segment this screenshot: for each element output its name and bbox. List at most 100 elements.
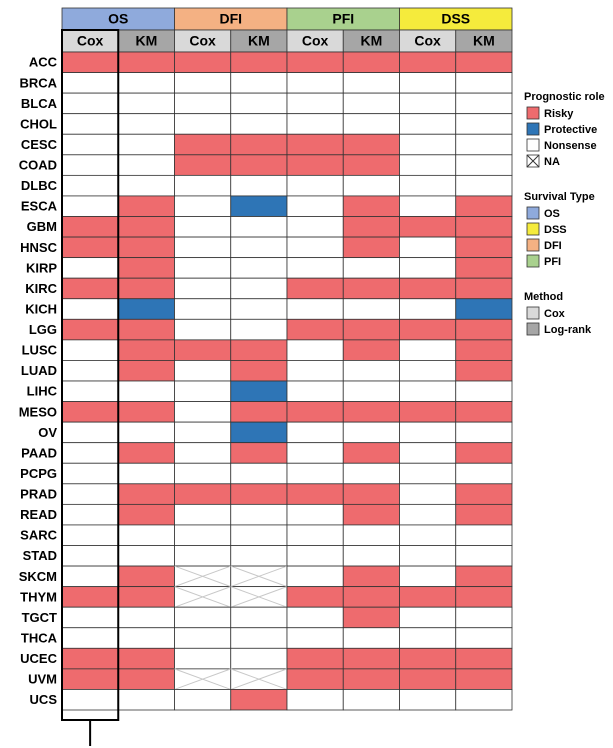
- cell: [286, 257, 344, 279]
- cell: [174, 606, 232, 629]
- cell: [230, 257, 288, 279]
- cell: [455, 483, 513, 505]
- cell: [117, 339, 175, 361]
- group-label: DFI: [219, 11, 242, 27]
- cell: [230, 524, 288, 546]
- cell: [286, 421, 344, 444]
- cell: [286, 401, 344, 423]
- cell: [174, 113, 232, 135]
- legend-swatch: [526, 206, 540, 220]
- cell: [117, 462, 175, 485]
- cell: [61, 380, 119, 402]
- cell: [286, 318, 344, 341]
- cell: [342, 668, 400, 690]
- cell: [399, 380, 457, 402]
- cell: [117, 257, 175, 279]
- cell: [399, 606, 457, 629]
- row-label: LIHC: [27, 384, 58, 399]
- row-label: READ: [20, 507, 57, 522]
- cell: [286, 380, 344, 402]
- cell: [286, 545, 344, 567]
- legend-swatch: [526, 138, 540, 152]
- cell: [230, 421, 288, 444]
- cell: [286, 462, 344, 485]
- cell: [286, 154, 344, 176]
- cell: [174, 421, 232, 444]
- cell: [342, 545, 400, 567]
- legend-swatch: [526, 122, 540, 136]
- cell: [61, 689, 119, 711]
- cell: [174, 51, 232, 73]
- cell: [230, 154, 288, 176]
- cell: [399, 174, 457, 197]
- cell: [230, 462, 288, 485]
- row-label: HNSC: [20, 240, 57, 255]
- row-label: PAAD: [21, 445, 57, 460]
- row-label: KICH: [25, 301, 57, 316]
- cell: [342, 606, 400, 629]
- cell: [117, 524, 175, 546]
- cell: [342, 627, 400, 649]
- cell: [61, 72, 119, 94]
- cell: [117, 442, 175, 464]
- cell: [117, 51, 175, 73]
- cell: [117, 216, 175, 238]
- cell: [174, 195, 232, 217]
- cell: [399, 545, 457, 567]
- cell: [174, 92, 232, 115]
- cell: [342, 442, 400, 464]
- cell: [342, 216, 400, 238]
- cell: [455, 216, 513, 238]
- group-label: DSS: [441, 11, 470, 27]
- cell: [399, 627, 457, 649]
- cell: [61, 216, 119, 238]
- cell: [61, 133, 119, 156]
- cell: [399, 462, 457, 485]
- cell: [286, 113, 344, 135]
- cell: [230, 318, 288, 341]
- cell: [61, 524, 119, 546]
- cell: [117, 586, 175, 608]
- cell: [61, 503, 119, 526]
- row-label: MESO: [19, 404, 57, 419]
- legend-label: OS: [544, 208, 560, 220]
- cell: [174, 133, 232, 156]
- legend-label: Log-rank: [544, 324, 592, 336]
- cell: [455, 524, 513, 546]
- cell: [230, 51, 288, 73]
- cell: [230, 92, 288, 115]
- cell: [117, 503, 175, 526]
- cell: [399, 51, 457, 73]
- cell: [399, 421, 457, 444]
- group-label: PFI: [332, 11, 354, 27]
- cell: [174, 442, 232, 464]
- row-label: THCA: [21, 630, 58, 645]
- cell: [174, 689, 232, 711]
- row-label: UVM: [28, 672, 57, 687]
- cell: [117, 483, 175, 505]
- cell: [399, 401, 457, 423]
- cell: [399, 236, 457, 259]
- cell: [342, 257, 400, 279]
- cell: [342, 51, 400, 73]
- cell: [61, 606, 119, 629]
- cell: [455, 195, 513, 217]
- cell: [399, 216, 457, 238]
- cell: [455, 236, 513, 259]
- cell: [117, 421, 175, 444]
- cell: [342, 565, 400, 588]
- cell: [117, 113, 175, 135]
- cell: [286, 236, 344, 259]
- cell: [455, 503, 513, 526]
- row-label: SARC: [20, 528, 57, 543]
- legend-swatch: [526, 106, 540, 120]
- cell: [455, 72, 513, 94]
- legend-swatch: [526, 306, 540, 320]
- row-label: CESC: [21, 137, 58, 152]
- cell: [399, 442, 457, 464]
- cell: [399, 92, 457, 115]
- cell: [174, 154, 232, 176]
- cell: [174, 277, 232, 300]
- cell: [117, 545, 175, 567]
- row-label: COAD: [19, 158, 57, 173]
